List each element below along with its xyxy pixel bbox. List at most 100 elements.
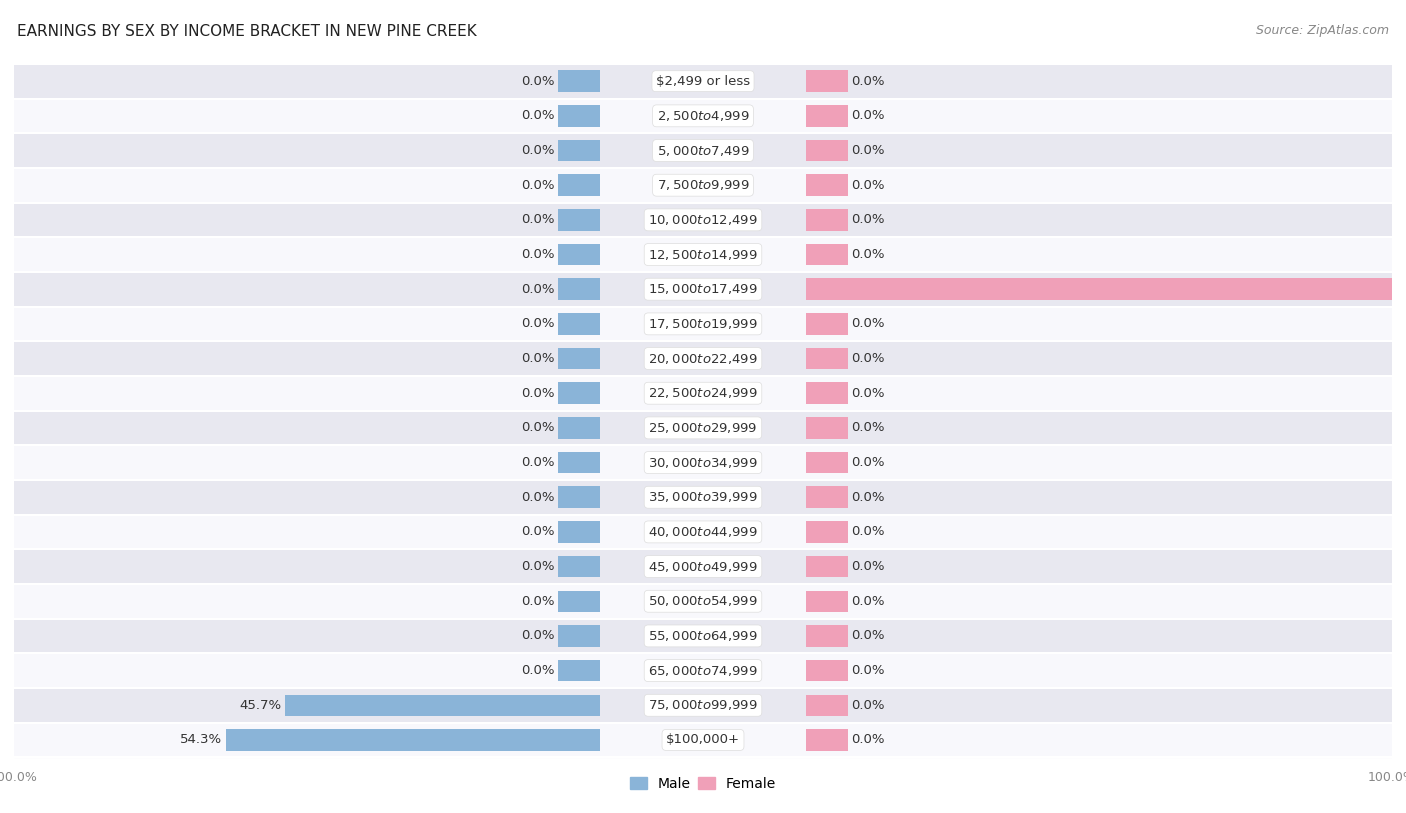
Bar <box>807 660 848 681</box>
Bar <box>558 279 599 300</box>
Text: 0.0%: 0.0% <box>522 213 555 226</box>
Bar <box>14 723 1392 757</box>
Text: 0.0%: 0.0% <box>851 317 884 330</box>
Text: $65,000 to $74,999: $65,000 to $74,999 <box>648 663 758 677</box>
Text: $2,499 or less: $2,499 or less <box>657 75 749 88</box>
Text: 0.0%: 0.0% <box>522 352 555 365</box>
Bar <box>558 382 599 404</box>
Bar <box>14 64 1392 98</box>
Text: 0.0%: 0.0% <box>851 560 884 573</box>
Text: $30,000 to $34,999: $30,000 to $34,999 <box>648 455 758 470</box>
Bar <box>14 341 1392 376</box>
Bar <box>807 521 848 542</box>
Bar <box>807 556 848 577</box>
Text: 0.0%: 0.0% <box>522 179 555 192</box>
Bar <box>14 550 1392 584</box>
Bar <box>14 411 1392 446</box>
Text: $2,500 to $4,999: $2,500 to $4,999 <box>657 109 749 123</box>
Bar <box>14 133 1392 167</box>
Bar <box>807 382 848 404</box>
Text: 0.0%: 0.0% <box>851 179 884 192</box>
Bar <box>558 556 599 577</box>
Bar <box>14 688 1392 723</box>
Text: $22,500 to $24,999: $22,500 to $24,999 <box>648 386 758 400</box>
Text: 0.0%: 0.0% <box>851 144 884 157</box>
Text: 45.7%: 45.7% <box>239 699 281 711</box>
Bar <box>14 619 1392 654</box>
Bar <box>14 237 1392 272</box>
Bar <box>807 452 848 473</box>
Bar <box>807 175 848 196</box>
Bar <box>14 272 1392 307</box>
Bar <box>558 590 599 612</box>
Text: $15,000 to $17,499: $15,000 to $17,499 <box>648 282 758 296</box>
Bar <box>807 279 1406 300</box>
Bar <box>807 729 848 750</box>
Text: $10,000 to $12,499: $10,000 to $12,499 <box>648 213 758 227</box>
Bar <box>558 625 599 646</box>
Bar <box>14 167 1392 202</box>
Bar <box>807 140 848 161</box>
Text: 0.0%: 0.0% <box>522 317 555 330</box>
Bar <box>558 71 599 92</box>
Bar <box>807 244 848 265</box>
Bar <box>807 590 848 612</box>
Bar <box>14 584 1392 619</box>
Bar <box>558 417 599 439</box>
Text: Source: ZipAtlas.com: Source: ZipAtlas.com <box>1256 24 1389 37</box>
Text: $40,000 to $44,999: $40,000 to $44,999 <box>648 525 758 539</box>
Bar <box>558 175 599 196</box>
Bar <box>807 71 848 92</box>
Text: $5,000 to $7,499: $5,000 to $7,499 <box>657 144 749 158</box>
Bar <box>807 694 848 716</box>
Text: 0.0%: 0.0% <box>522 387 555 400</box>
Text: 0.0%: 0.0% <box>851 525 884 538</box>
Text: 0.0%: 0.0% <box>522 75 555 88</box>
Bar <box>807 348 848 369</box>
Bar <box>558 660 599 681</box>
Bar <box>14 446 1392 480</box>
Bar <box>558 140 599 161</box>
Text: 0.0%: 0.0% <box>851 733 884 746</box>
Text: 0.0%: 0.0% <box>851 75 884 88</box>
Text: 0.0%: 0.0% <box>851 352 884 365</box>
Text: $17,500 to $19,999: $17,500 to $19,999 <box>648 317 758 331</box>
Bar <box>558 244 599 265</box>
Bar <box>807 105 848 127</box>
Bar <box>558 313 599 335</box>
Bar <box>558 209 599 231</box>
Bar <box>807 417 848 439</box>
Bar <box>14 480 1392 515</box>
Text: $7,500 to $9,999: $7,500 to $9,999 <box>657 178 749 192</box>
Bar <box>807 313 848 335</box>
Text: 0.0%: 0.0% <box>851 456 884 469</box>
Text: 0.0%: 0.0% <box>851 110 884 122</box>
Bar <box>558 348 599 369</box>
Text: 0.0%: 0.0% <box>851 248 884 261</box>
Text: 0.0%: 0.0% <box>522 525 555 538</box>
Bar <box>807 625 848 646</box>
Text: $75,000 to $99,999: $75,000 to $99,999 <box>648 698 758 712</box>
Text: 54.3%: 54.3% <box>180 733 222 746</box>
Text: 0.0%: 0.0% <box>522 595 555 608</box>
Text: 0.0%: 0.0% <box>522 144 555 157</box>
Bar <box>558 486 599 508</box>
Text: EARNINGS BY SEX BY INCOME BRACKET IN NEW PINE CREEK: EARNINGS BY SEX BY INCOME BRACKET IN NEW… <box>17 24 477 39</box>
Text: 0.0%: 0.0% <box>522 283 555 296</box>
Bar <box>14 98 1392 133</box>
Text: 0.0%: 0.0% <box>522 248 555 261</box>
Text: 0.0%: 0.0% <box>522 456 555 469</box>
Text: 0.0%: 0.0% <box>851 664 884 677</box>
Text: 0.0%: 0.0% <box>851 699 884 711</box>
Text: $100,000+: $100,000+ <box>666 733 740 746</box>
Text: 0.0%: 0.0% <box>522 560 555 573</box>
Text: 0.0%: 0.0% <box>522 664 555 677</box>
Text: 0.0%: 0.0% <box>851 213 884 226</box>
Text: $55,000 to $64,999: $55,000 to $64,999 <box>648 629 758 643</box>
Text: 0.0%: 0.0% <box>851 629 884 642</box>
Bar <box>558 105 599 127</box>
Bar <box>285 694 599 716</box>
Text: 0.0%: 0.0% <box>522 421 555 434</box>
Bar <box>807 486 848 508</box>
Bar <box>14 307 1392 341</box>
